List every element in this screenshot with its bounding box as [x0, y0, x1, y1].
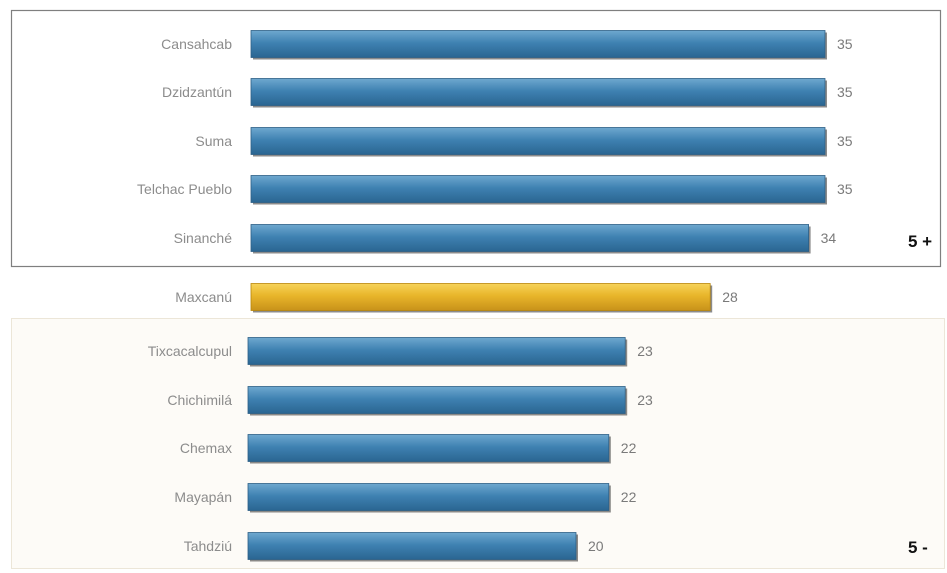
- bar: [250, 224, 809, 252]
- category-label: Sinanché: [174, 230, 233, 246]
- value-label: 35: [837, 36, 853, 52]
- bar: [250, 175, 826, 203]
- highlight-bar: [250, 283, 711, 311]
- category-label: Mayapán: [174, 489, 232, 505]
- value-label: 22: [621, 440, 637, 456]
- category-label: Suma: [195, 133, 232, 149]
- bar: [247, 386, 626, 414]
- group-label-top: 5 +: [908, 232, 932, 251]
- category-label: Chemax: [180, 440, 232, 456]
- category-label: Chichimilá: [167, 392, 232, 408]
- value-label: 22: [621, 489, 637, 505]
- bar: [247, 483, 610, 511]
- bar: [250, 127, 826, 155]
- bar: [247, 532, 577, 560]
- category-label: Tahdziú: [184, 538, 232, 554]
- value-label: 35: [837, 133, 853, 149]
- bar: [247, 337, 626, 365]
- bar: [250, 78, 826, 106]
- bar: [250, 30, 826, 58]
- value-label: 35: [837, 181, 853, 197]
- value-label: 20: [588, 538, 604, 554]
- bars-layer: Cansahcab 35 Dzidzantún 35 Suma 35 Telchac Pue…: [137, 30, 853, 562]
- category-label: Cansahcab: [161, 36, 232, 52]
- value-label: 28: [722, 289, 738, 305]
- value-label: 23: [637, 343, 653, 359]
- category-label: Tixcacalcupul: [148, 343, 232, 359]
- value-label: 23: [637, 392, 653, 408]
- category-label: Maxcanú: [175, 289, 232, 305]
- bar: [247, 434, 610, 462]
- value-label: 34: [821, 230, 837, 246]
- category-label: Dzidzantún: [162, 84, 232, 100]
- value-label: 35: [837, 84, 853, 100]
- category-label: Telchac Pueblo: [137, 181, 232, 197]
- group-label-bottom: 5 -: [908, 538, 928, 557]
